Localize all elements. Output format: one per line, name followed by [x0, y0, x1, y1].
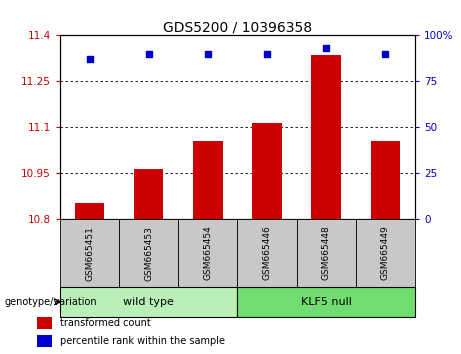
- Text: transformed count: transformed count: [59, 318, 150, 328]
- Title: GDS5200 / 10396358: GDS5200 / 10396358: [163, 20, 312, 34]
- Bar: [178, 219, 237, 287]
- Point: [204, 51, 212, 57]
- Bar: [60, 287, 237, 317]
- Point: [322, 45, 330, 51]
- Bar: [193, 141, 223, 219]
- Text: GSM665448: GSM665448: [322, 226, 331, 280]
- Point: [86, 57, 93, 62]
- Bar: [371, 141, 400, 219]
- Bar: [252, 123, 282, 219]
- Bar: [356, 219, 415, 287]
- Text: GSM665453: GSM665453: [144, 225, 153, 281]
- Text: genotype/variation: genotype/variation: [5, 297, 97, 307]
- Bar: [311, 55, 341, 219]
- Text: GSM665446: GSM665446: [262, 226, 272, 280]
- Text: percentile rank within the sample: percentile rank within the sample: [59, 336, 225, 346]
- Bar: [296, 219, 356, 287]
- Bar: [60, 219, 119, 287]
- Point: [145, 51, 152, 57]
- Bar: [119, 219, 178, 287]
- Bar: [37, 317, 52, 329]
- Bar: [37, 335, 52, 347]
- Point: [263, 51, 271, 57]
- Text: GSM665449: GSM665449: [381, 226, 390, 280]
- Text: KLF5 null: KLF5 null: [301, 297, 352, 307]
- Bar: [237, 287, 415, 317]
- Bar: [134, 169, 164, 219]
- Text: GSM665454: GSM665454: [203, 226, 213, 280]
- Text: wild type: wild type: [123, 297, 174, 307]
- Bar: [75, 202, 104, 219]
- Bar: [237, 219, 296, 287]
- Point: [382, 51, 389, 57]
- Text: GSM665451: GSM665451: [85, 225, 94, 281]
